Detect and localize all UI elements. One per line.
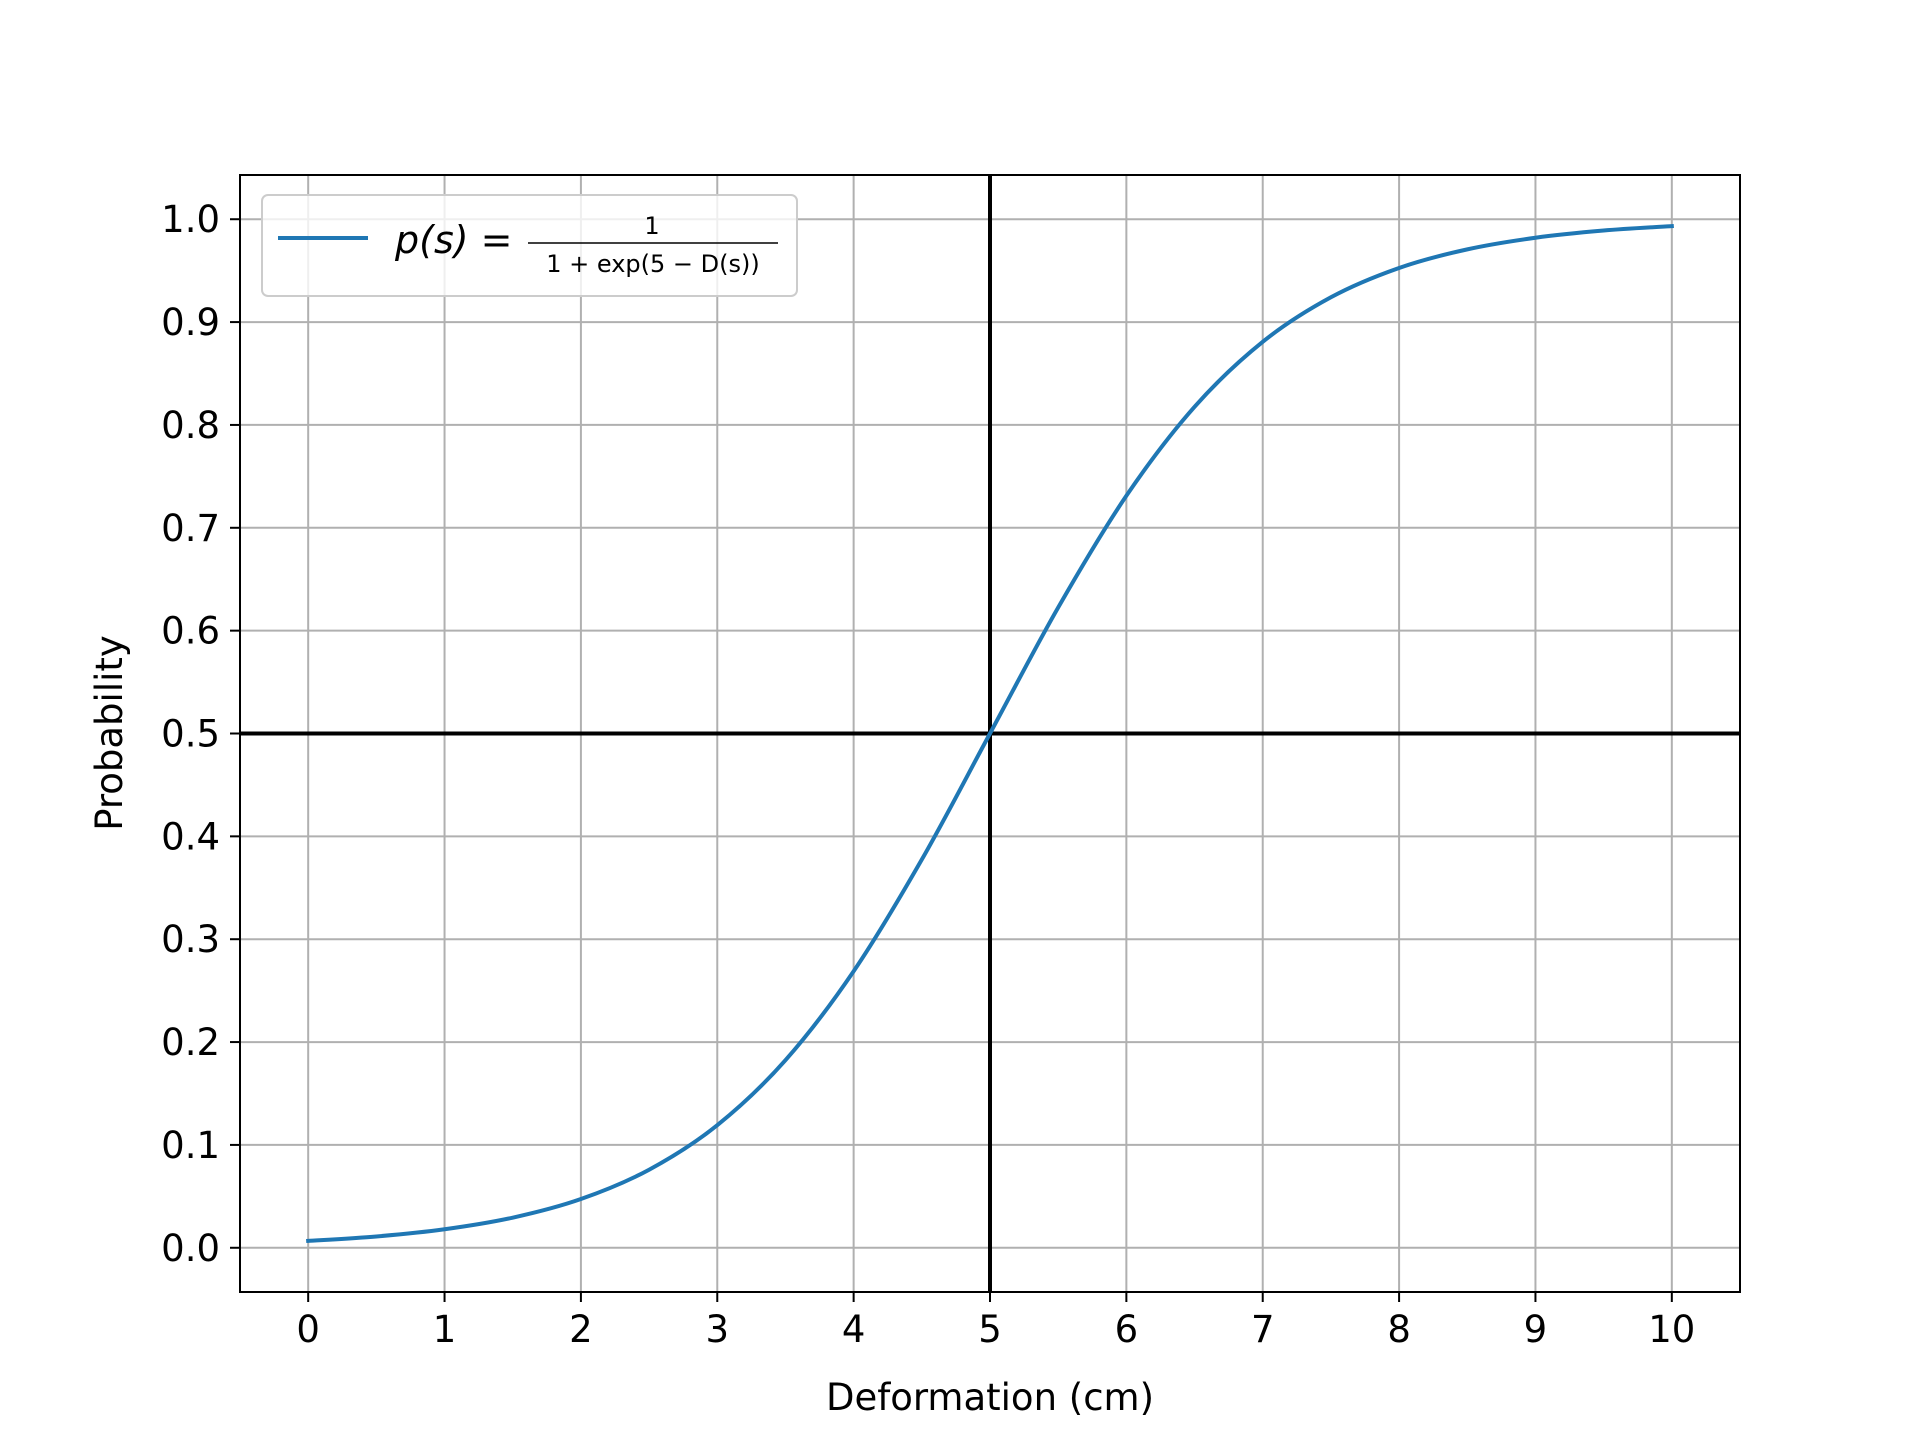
x-axis-ticks: 0 1 2 3 4 5 6 7 8 9 10	[296, 1292, 1695, 1351]
x-axis-label: Deformation (cm)	[826, 1376, 1154, 1419]
x-tick-label: 3	[705, 1308, 729, 1351]
y-tick-label: 0.1	[161, 1124, 220, 1167]
y-axis-label: Probability	[88, 635, 131, 831]
series-line	[306, 223, 1674, 1244]
y-tick-label: 0.4	[161, 815, 220, 858]
x-tick-label: 4	[842, 1308, 866, 1351]
legend-denominator: 1 + exp(5 − D(s))	[546, 250, 760, 278]
legend: p(s) = 1 1 + exp(5 − D(s))	[261, 194, 798, 297]
y-tick-label: 0.5	[161, 713, 220, 756]
x-tick-label: 6	[1115, 1308, 1139, 1351]
x-tick-label: 8	[1387, 1308, 1411, 1351]
x-tick-label: 7	[1251, 1308, 1275, 1351]
legend-box	[261, 194, 798, 297]
series-layer	[306, 223, 1674, 1244]
x-tick-label: 9	[1524, 1308, 1548, 1351]
y-tick-label: 0.6	[161, 610, 220, 653]
y-tick-label: 0.2	[161, 1021, 220, 1064]
x-tick-label: 0	[296, 1308, 320, 1351]
x-tick-label: 5	[978, 1308, 1002, 1351]
x-tick-label: 2	[569, 1308, 593, 1351]
y-tick-label: 1.0	[161, 198, 220, 241]
x-tick-label: 1	[433, 1308, 457, 1351]
legend-numerator: 1	[644, 212, 659, 240]
y-tick-label: 0.3	[161, 918, 220, 961]
y-tick-label: 0.8	[161, 404, 220, 447]
y-tick-label: 0.0	[161, 1227, 220, 1270]
x-tick-label: 10	[1648, 1308, 1695, 1351]
y-axis-ticks: 0.0 0.1 0.2 0.3 0.4 0.5 0.6 0.7 0.8 0.9 1.0	[161, 198, 240, 1270]
legend-lhs: p(s) =	[394, 218, 513, 262]
y-tick-label: 0.7	[161, 507, 220, 550]
y-tick-label: 0.9	[161, 301, 220, 344]
